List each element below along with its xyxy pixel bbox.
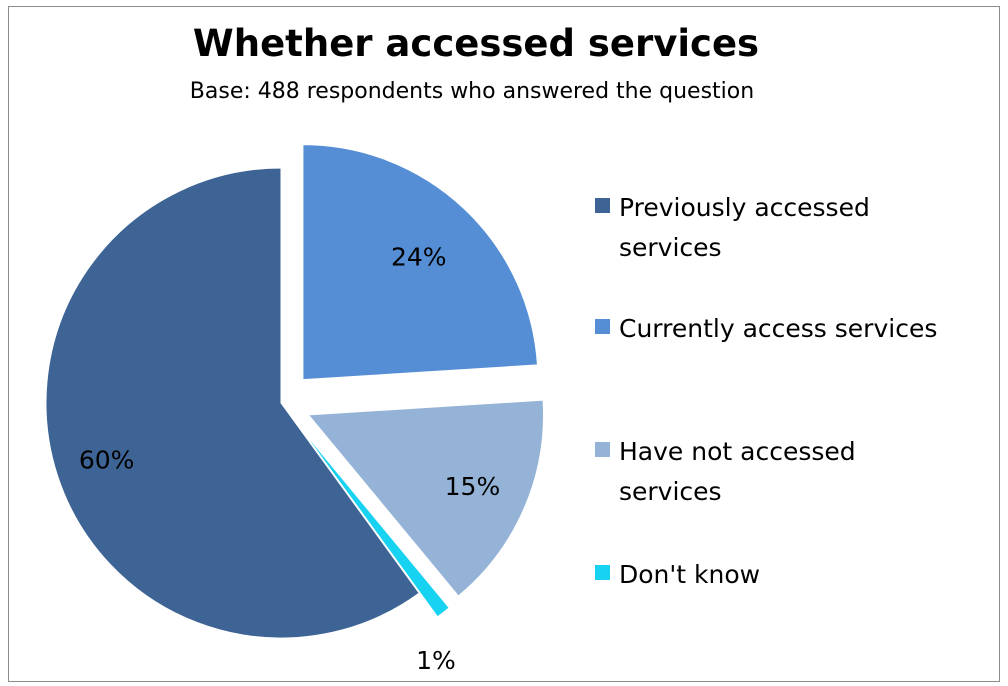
legend-label: Previously accessed (619, 193, 870, 222)
legend-item: Have not accessed services (595, 437, 856, 506)
legend-swatch (595, 319, 610, 334)
pie-value-label: 60% (79, 446, 135, 475)
pie-slice (302, 144, 538, 381)
pie-slice (45, 167, 420, 639)
legend-item: Don't know (595, 560, 760, 589)
legend-label: Don't know (619, 560, 760, 589)
legend-item: Currently access services (595, 314, 937, 343)
legend-label: services (619, 233, 722, 262)
legend-item: Previously accessed services (595, 193, 870, 262)
pie-slice (298, 426, 450, 618)
pie-value-labels: 60% 24% 15% 1% (79, 242, 500, 675)
pie-value-label: 24% (391, 242, 447, 271)
pie-slices (45, 144, 545, 639)
chart-title: Whether accessed services (193, 22, 759, 65)
legend-label: services (619, 477, 722, 506)
legend-label: Currently access services (619, 314, 937, 343)
legend-swatch (595, 442, 610, 457)
legend-label: Have not accessed (619, 437, 856, 466)
chart-subtitle: Base: 488 respondents who answered the q… (190, 79, 754, 104)
legend-swatch (595, 198, 610, 213)
chart-legend: Previously accessed services Currently acc… (595, 193, 937, 589)
pie-value-label: 15% (445, 472, 501, 501)
legend-swatch (595, 565, 610, 580)
pie-slice (307, 399, 545, 597)
pie-value-label: 1% (416, 646, 456, 675)
